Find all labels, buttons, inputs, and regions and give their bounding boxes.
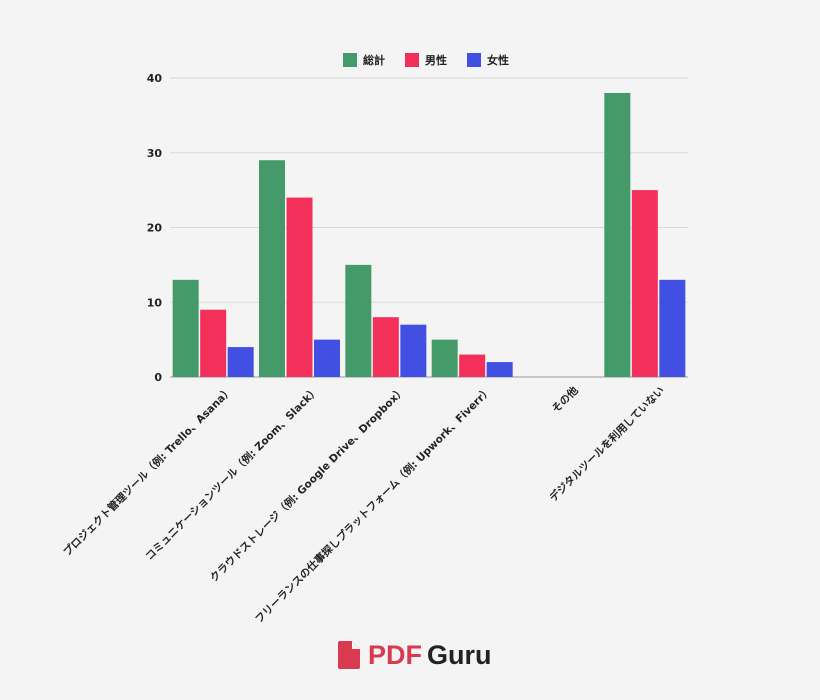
legend-label: 総計 <box>363 53 385 67</box>
bar <box>372 317 399 377</box>
bar <box>604 92 631 377</box>
bars <box>172 92 686 377</box>
bar <box>200 309 227 377</box>
legend-swatch <box>405 53 419 67</box>
y-tick-label: 10 <box>147 296 163 309</box>
y-tick-label: 0 <box>154 371 162 384</box>
bar <box>345 264 372 377</box>
document-icon <box>338 641 360 669</box>
logo-text-pdf: PDF <box>368 639 422 670</box>
bar <box>286 197 313 377</box>
legend-label: 男性 <box>425 53 447 67</box>
y-tick-label: 40 <box>147 72 163 85</box>
category-label: クラウドストレージ（例: Google Drive、Dropbox） <box>207 384 408 585</box>
y-tick-label: 20 <box>147 222 163 235</box>
category-label: その他 <box>549 384 581 416</box>
bar <box>631 190 658 377</box>
legend-swatch <box>467 53 481 67</box>
category-label: コミュニケーションツール（例: Zoom、Slack） <box>143 384 322 563</box>
bar-chart: 0 10 20 30 40 プロジェクト管理ツール（例: Trello、Asana）コミ… <box>61 53 688 626</box>
legend-label: 女性 <box>487 53 509 67</box>
logo-text-guru: Guru <box>427 639 492 670</box>
category-labels: プロジェクト管理ツール（例: Trello、Asana）コミュニケーションツール… <box>61 384 667 626</box>
legend-swatch <box>343 53 357 67</box>
bar <box>227 347 254 377</box>
bar <box>659 279 686 377</box>
legend: 総計 男性 女性 <box>343 53 509 67</box>
bar <box>172 279 199 377</box>
bar <box>400 324 427 377</box>
pdfguru-logo: PDF Guru <box>338 640 492 670</box>
bar <box>486 362 513 377</box>
bar <box>459 354 486 377</box>
y-tick-label: 30 <box>147 147 163 160</box>
category-label: プロジェクト管理ツール（例: Trello、Asana） <box>61 384 236 559</box>
gridlines <box>170 77 688 378</box>
bar <box>431 339 458 377</box>
bar <box>259 160 285 377</box>
y-axis-ticks: 0 10 20 30 40 <box>147 72 163 384</box>
bar <box>314 339 340 377</box>
